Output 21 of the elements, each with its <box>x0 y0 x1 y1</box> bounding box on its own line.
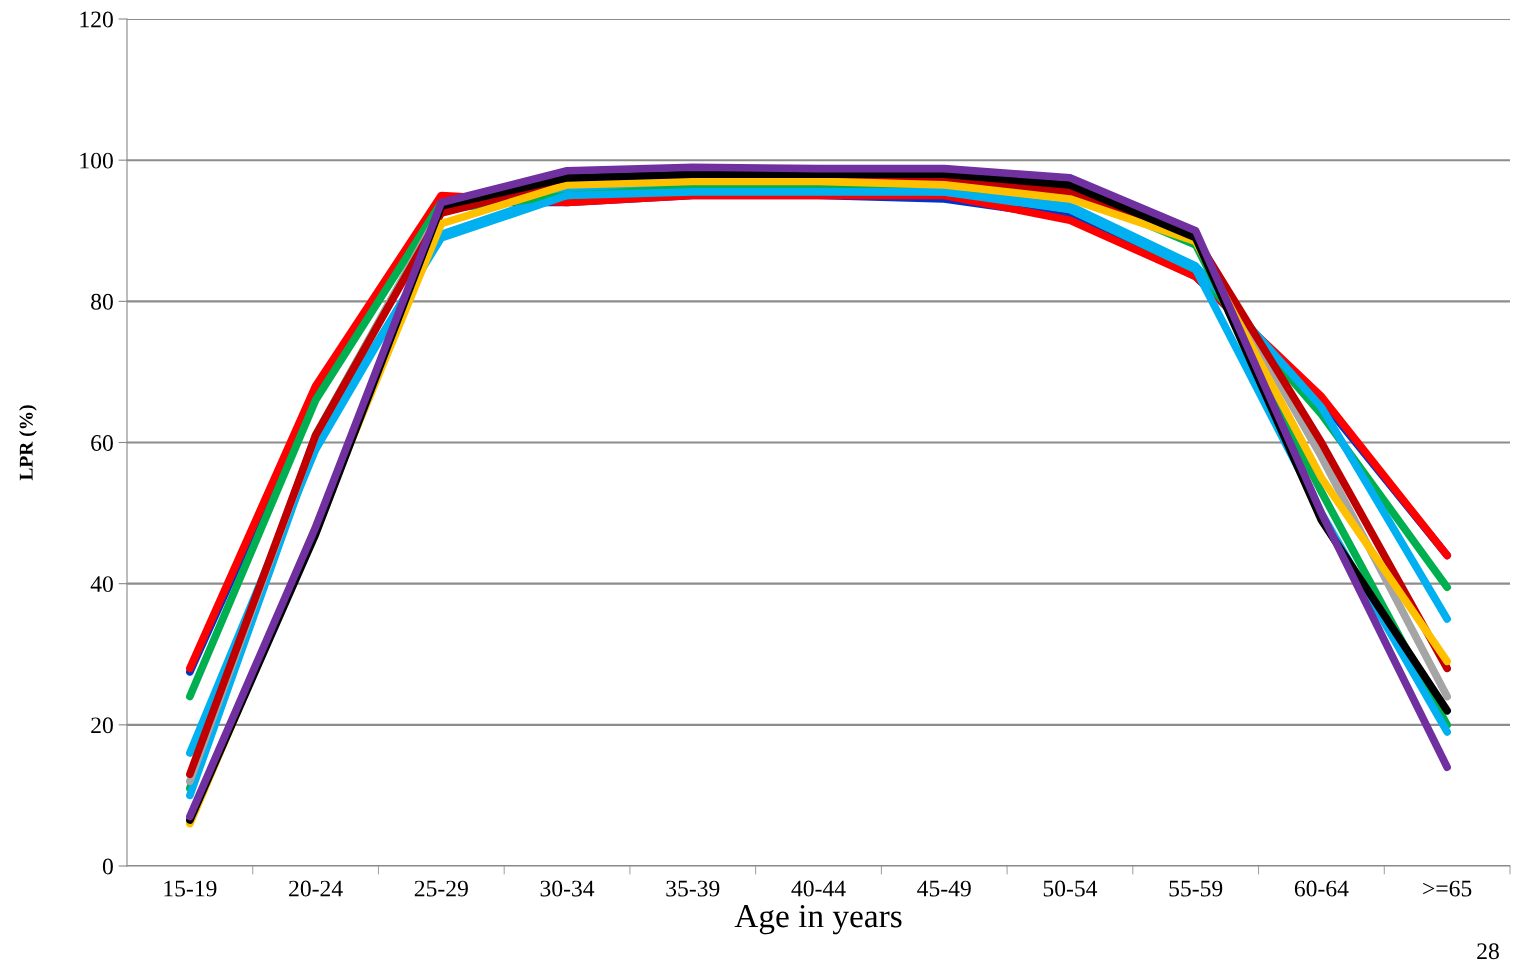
text: 28 <box>1477 943 1499 960</box>
x-tick-label: 15-19 <box>164 880 217 897</box>
y-tick-label: 60 <box>91 434 113 451</box>
x-axis-title: Age in years <box>734 905 902 935</box>
x-tick-label: 25-29 <box>414 880 468 897</box>
y-tick-label: 20 <box>91 717 113 734</box>
y-tick-label: 40 <box>90 576 113 593</box>
y-tick-label: 120 <box>80 11 113 28</box>
x-tick-label: 45-49 <box>917 880 971 897</box>
y-tick-label: 100 <box>80 152 113 169</box>
y-tick-label: 80 <box>91 293 113 310</box>
x-tick-label: 20-24 <box>289 880 343 897</box>
x-tick-label: 55-59 <box>1169 880 1223 897</box>
y-axis-title: LPR (%) <box>19 405 37 481</box>
x-tick-label: 30-34 <box>540 880 595 897</box>
x-tick-label: >=65 <box>1423 880 1472 897</box>
x-tick-label: 35-39 <box>666 880 720 897</box>
x-tick-label: 50-54 <box>1043 880 1098 897</box>
y-tick-label: 0 <box>102 858 113 875</box>
x-tick-label: 60-64 <box>1294 880 1349 897</box>
x-tick-label: 40-44 <box>791 880 846 897</box>
